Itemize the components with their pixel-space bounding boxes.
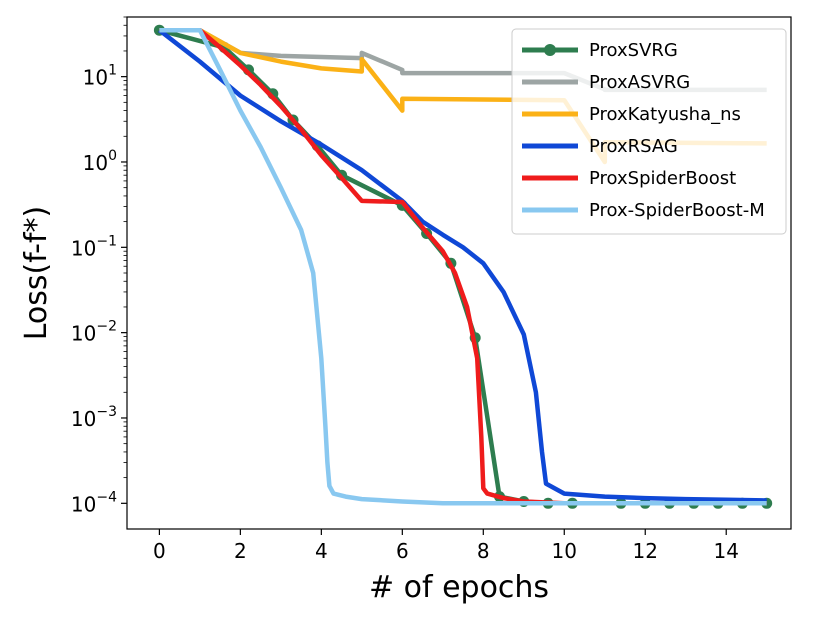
y-tick-label: 10−4 xyxy=(71,489,117,516)
x-tick-label: 10 xyxy=(552,539,577,563)
x-tick-label: 14 xyxy=(713,539,738,563)
y-axis-ticks: 101 100 10−1 10−2 10−3 10−4 xyxy=(71,16,127,516)
series-layer xyxy=(153,24,773,509)
x-axis-ticks: 0 2 4 6 8 10 12 14 xyxy=(153,529,739,563)
legend-label: ProxASVRG xyxy=(589,72,690,93)
y-tick-label: 101 xyxy=(83,63,117,90)
legend-label: ProxSpiderBoost xyxy=(589,168,736,189)
x-axis-label: # of epochs xyxy=(369,570,549,605)
legend-label: Prox-SpiderBoost-M xyxy=(589,200,765,221)
series-line-prox-spiderboost-m xyxy=(159,27,767,506)
legend-label: ProxKatyusha_ns xyxy=(589,104,741,125)
y-tick-label: 10−2 xyxy=(71,319,117,346)
y-axis-label: Loss(f-f*) xyxy=(19,206,54,341)
y-tick-label: 100 xyxy=(83,148,117,175)
x-tick-label: 8 xyxy=(477,539,490,563)
legend-label: ProxRSAG xyxy=(589,136,678,157)
x-tick-label: 2 xyxy=(234,539,247,563)
legend-box xyxy=(511,28,787,235)
x-tick-label: 6 xyxy=(396,539,409,563)
series-line-proxspiderboost xyxy=(159,27,767,506)
legend: ProxSVRG ProxASVRG ProxKatyusha_ns ProxRSAG… xyxy=(511,28,787,235)
y-tick-label: 10−1 xyxy=(71,233,117,260)
x-tick-label: 4 xyxy=(315,539,328,563)
x-tick-label: 12 xyxy=(633,539,658,563)
x-tick-label: 0 xyxy=(153,539,166,563)
legend-marker xyxy=(544,44,556,56)
legend-label: ProxSVRG xyxy=(589,40,678,61)
y-tick-label: 10−3 xyxy=(71,404,117,431)
